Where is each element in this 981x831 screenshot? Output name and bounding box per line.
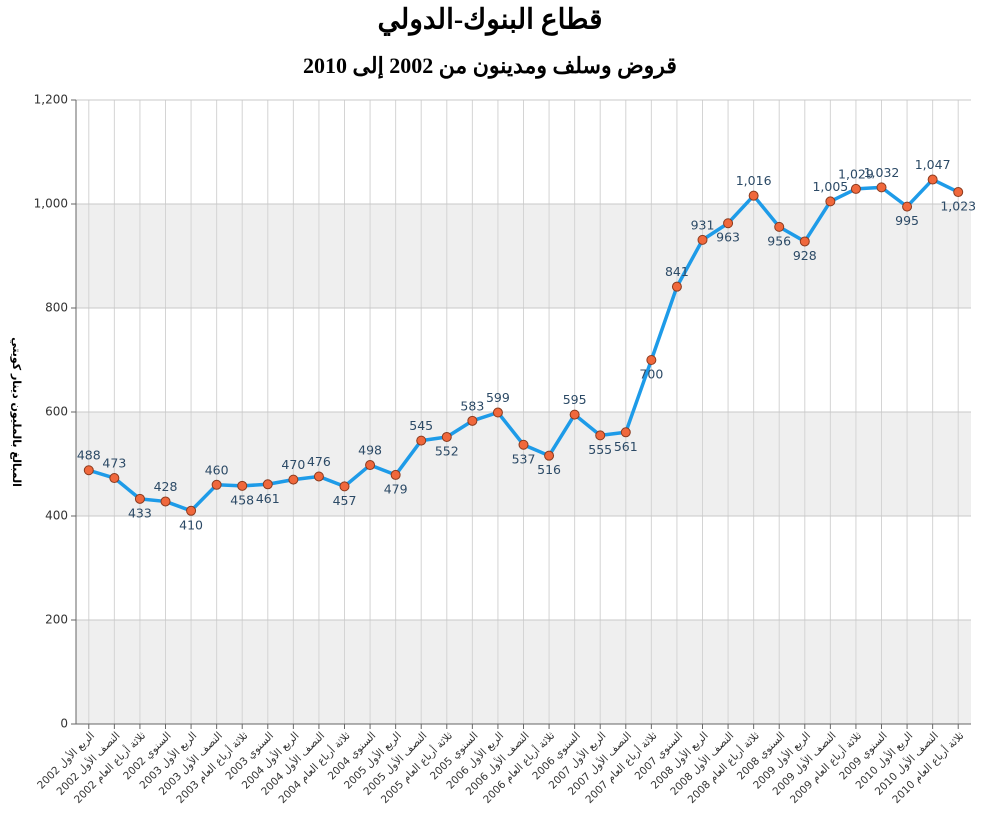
value-label: 700	[639, 367, 663, 382]
point	[927, 174, 938, 185]
value-label: 470	[281, 457, 305, 472]
value-label: 458	[230, 492, 254, 507]
value-label: 476	[307, 454, 331, 469]
value-label: 561	[614, 439, 638, 454]
point	[467, 415, 478, 426]
point	[160, 496, 171, 507]
point	[799, 236, 810, 247]
y-tick-label: 800	[45, 301, 68, 315]
point	[262, 479, 273, 490]
point	[595, 430, 606, 441]
value-label: 479	[384, 481, 408, 496]
point	[774, 221, 785, 232]
value-label: 555	[588, 442, 612, 457]
value-label: 473	[102, 456, 126, 471]
y-axis-label: المبالغ بالمليون دينار كويتي	[10, 337, 23, 487]
value-label: 1,023	[940, 199, 976, 214]
point	[492, 407, 503, 418]
value-label: 583	[460, 398, 484, 413]
point	[313, 471, 324, 482]
point	[544, 450, 555, 461]
value-label: 552	[435, 443, 459, 458]
value-label: 461	[256, 491, 280, 506]
value-label: 410	[179, 517, 203, 532]
point	[646, 355, 657, 365]
point	[416, 435, 427, 446]
value-label: 956	[767, 233, 791, 248]
value-label: 428	[154, 479, 178, 494]
point	[518, 439, 529, 450]
point	[620, 427, 631, 438]
point	[850, 183, 861, 194]
point	[876, 182, 887, 193]
y-tick-label: 400	[45, 509, 68, 523]
chart-subtitle: قروض وسلف ومدينون من 2002 إلى 2010	[303, 53, 677, 80]
value-label: 1,029	[838, 166, 874, 181]
point	[953, 187, 964, 198]
point	[671, 281, 682, 292]
value-label: 931	[691, 217, 715, 232]
value-label: 433	[128, 505, 152, 520]
point	[83, 465, 94, 476]
y-tick-label: 200	[45, 613, 68, 627]
value-label: 545	[409, 418, 433, 433]
value-label: 595	[563, 392, 587, 407]
value-label: 928	[793, 248, 817, 263]
point	[748, 190, 759, 201]
point	[441, 431, 452, 442]
point	[723, 218, 734, 229]
point	[211, 479, 222, 490]
point	[339, 481, 350, 492]
value-label: 516	[537, 462, 561, 477]
value-label: 1,016	[736, 173, 772, 188]
point	[365, 460, 376, 471]
value-label: 995	[895, 213, 919, 228]
point	[109, 473, 120, 484]
value-label: 1,047	[915, 157, 951, 172]
value-label: 963	[716, 230, 740, 245]
point	[902, 201, 913, 212]
point	[825, 196, 836, 207]
point	[237, 480, 248, 491]
value-label: 498	[358, 443, 382, 458]
point	[390, 469, 401, 480]
value-label: 488	[77, 448, 101, 463]
y-tick-label: 600	[45, 405, 68, 419]
value-label: 457	[333, 493, 357, 508]
point	[569, 409, 580, 420]
y-tick-label: 0	[60, 717, 68, 731]
value-label: 841	[665, 264, 689, 279]
y-tick-label: 1,000	[34, 197, 68, 211]
value-label: 1,005	[812, 179, 848, 194]
point	[697, 234, 708, 245]
value-label: 1,032	[864, 165, 900, 180]
value-label: 460	[205, 462, 229, 477]
y-tick-label: 1,200	[34, 93, 68, 107]
chart-title: قطاع البنوك-الدولي	[377, 4, 602, 36]
value-label: 537	[512, 451, 536, 466]
value-label: 599	[486, 390, 510, 405]
point	[186, 505, 197, 516]
point	[288, 474, 299, 485]
point	[134, 493, 145, 504]
